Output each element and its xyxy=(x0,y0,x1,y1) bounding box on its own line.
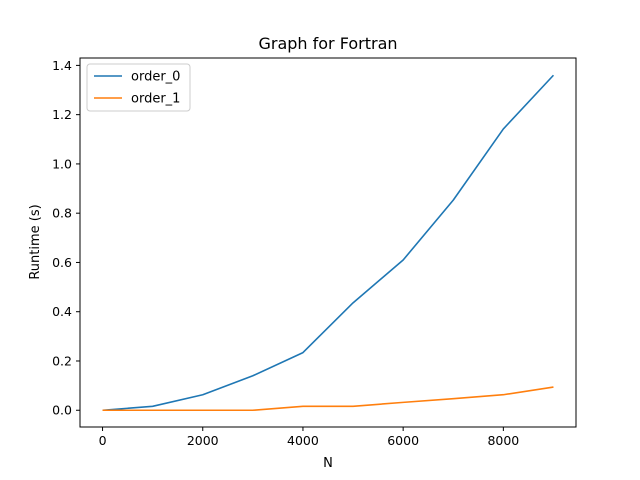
x-axis: 0 2000 4000 6000 8000 xyxy=(99,427,519,448)
legend-label: order_0 xyxy=(131,70,180,85)
plot-area xyxy=(79,57,577,428)
x-tick-label: 4000 xyxy=(287,433,319,448)
x-tick-label: 6000 xyxy=(387,433,419,448)
series-line-order-0 xyxy=(102,74,555,412)
series-line-order-1 xyxy=(102,386,554,412)
y-tick-label: 1.4 xyxy=(52,58,72,73)
x-tick-label: 2000 xyxy=(187,433,219,448)
y-tick-label: 0.8 xyxy=(52,206,72,221)
x-tick-label: 8000 xyxy=(487,433,519,448)
y-tick-label: 0.0 xyxy=(52,403,72,418)
legend: order_0 order_1 xyxy=(86,63,191,112)
y-tick-label: 0.2 xyxy=(52,353,72,368)
y-tick-label: 1.0 xyxy=(52,156,72,171)
legend-label: order_1 xyxy=(131,92,180,107)
chart-title: Graph for Fortran xyxy=(258,34,397,53)
y-tick-label: 0.6 xyxy=(52,255,72,270)
y-axis-label: Runtime (s) xyxy=(28,204,43,279)
x-tick-label: 0 xyxy=(99,433,107,448)
y-tick-label: 1.2 xyxy=(52,107,72,122)
y-axis: 0.0 0.2 0.4 0.6 0.8 1.0 1.2 1.4 xyxy=(52,58,80,418)
y-tick-label: 0.4 xyxy=(52,304,72,319)
x-axis-label: N xyxy=(323,456,333,471)
series-lines xyxy=(102,74,555,412)
